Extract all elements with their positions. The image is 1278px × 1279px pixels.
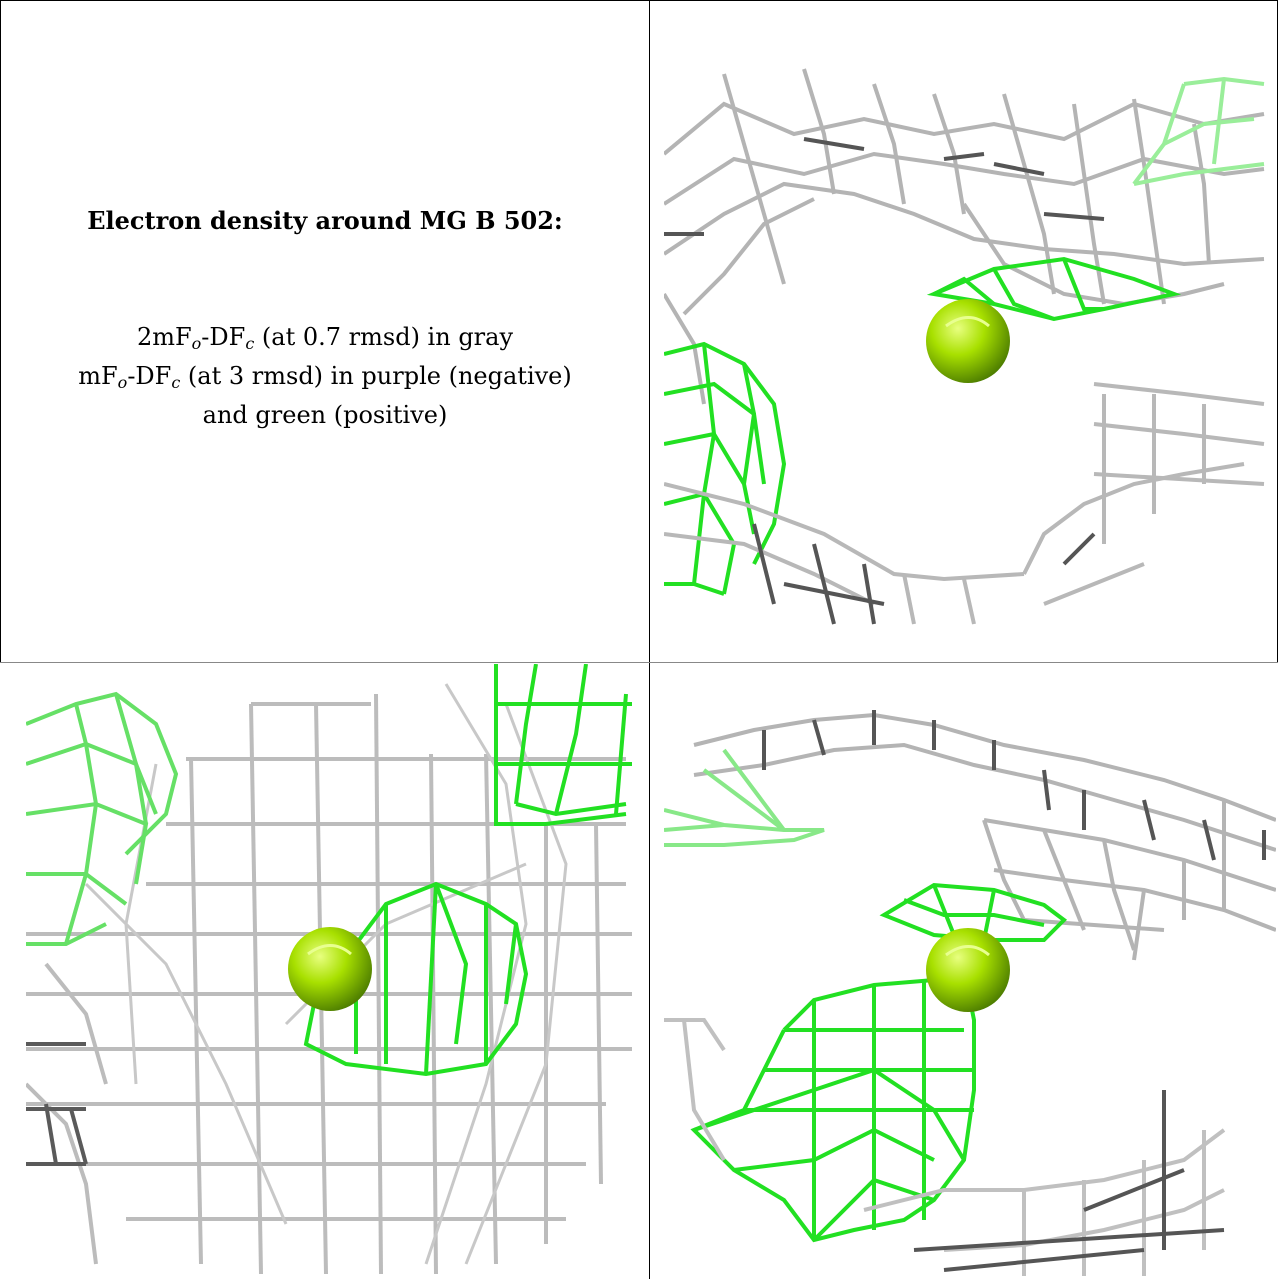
green-mesh-top-left <box>26 691 179 946</box>
magnesium-ion-sphere <box>288 927 372 1011</box>
green-mesh-near-sphere <box>926 256 1182 322</box>
sphere-highlight <box>945 316 990 328</box>
gray-mesh-upper <box>693 712 1276 961</box>
magnesium-ion-sphere <box>926 928 1010 1012</box>
border-top <box>0 0 1278 1</box>
green-mesh-upper-right <box>1132 76 1265 186</box>
density-render-top-right <box>664 68 1265 625</box>
border-row-divider <box>0 662 1278 663</box>
legend-line-mfo: mFo-DFc (at 3 rmsd) in purple (negative) <box>78 362 572 392</box>
legend-cell: Electron density around MG B 502: 2mFo-D… <box>1 1 649 661</box>
dark-mesh-lower <box>752 523 1096 625</box>
green-mesh-left <box>664 341 787 596</box>
view-bottom-right <box>664 690 1276 1276</box>
density-render-bottom-right <box>664 710 1276 1276</box>
magnesium-ion-sphere <box>926 299 1010 383</box>
legend-text: 2mFo-DFc (at 0.7 rmsd) in gray mFo-DFc (… <box>1 321 649 432</box>
green-mesh-left <box>664 748 825 847</box>
legend-line-2mfo: 2mFo-DFc (at 0.7 rmsd) in gray <box>136 323 514 353</box>
legend-line-green: and green (positive) <box>202 401 448 429</box>
view-top-right <box>664 64 1276 636</box>
density-render-bottom-left <box>26 664 632 1274</box>
dark-mesh-upper <box>664 137 1105 236</box>
dark-mesh-lower <box>913 1090 1225 1272</box>
green-mesh-center <box>303 881 529 1077</box>
gray-mesh-lower <box>664 382 1265 625</box>
sphere-highlight <box>945 945 990 957</box>
dark-mesh-upper <box>762 710 1266 861</box>
dark-mesh-left <box>26 1042 88 1166</box>
sphere-highlight <box>307 944 352 956</box>
green-mesh-top-right <box>494 664 632 826</box>
border-left <box>0 0 1 662</box>
gray-mesh-lower <box>664 1018 1226 1276</box>
green-mesh-lower <box>690 969 976 1243</box>
border-middle <box>649 0 650 1279</box>
view-bottom-left <box>26 664 632 1274</box>
gray-mesh-upper <box>664 68 1265 405</box>
legend-title: Electron density around MG B 502: <box>87 206 563 235</box>
